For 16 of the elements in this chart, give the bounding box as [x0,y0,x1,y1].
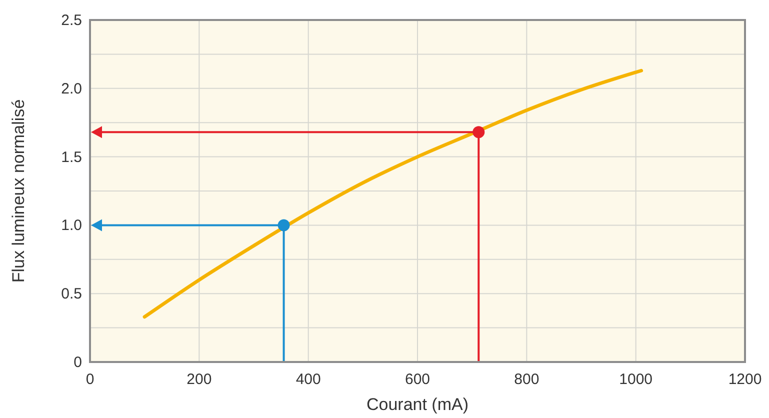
x-tick-label: 0 [86,371,94,388]
x-tick-label: 800 [514,371,540,388]
x-tick-label: 1000 [619,371,653,388]
y-tick-label: 0 [74,354,82,371]
x-tick-label: 1200 [728,371,762,388]
x-tick-label: 400 [296,371,321,388]
y-axis-title: Flux lumineux normalisé [9,99,28,283]
x-tick-label: 600 [404,371,430,388]
x-axis-title: Courant (mA) [366,395,469,414]
y-tick-label: 1.5 [61,148,82,166]
x-tick-label: 200 [186,371,212,388]
line-series [142,68,644,319]
y-tick-label: 0.5 [61,286,82,303]
y-tick-label: 2.0 [61,80,82,98]
y-tick-label: 2.5 [61,12,82,29]
y-tick-label: 1.0 [61,217,82,234]
